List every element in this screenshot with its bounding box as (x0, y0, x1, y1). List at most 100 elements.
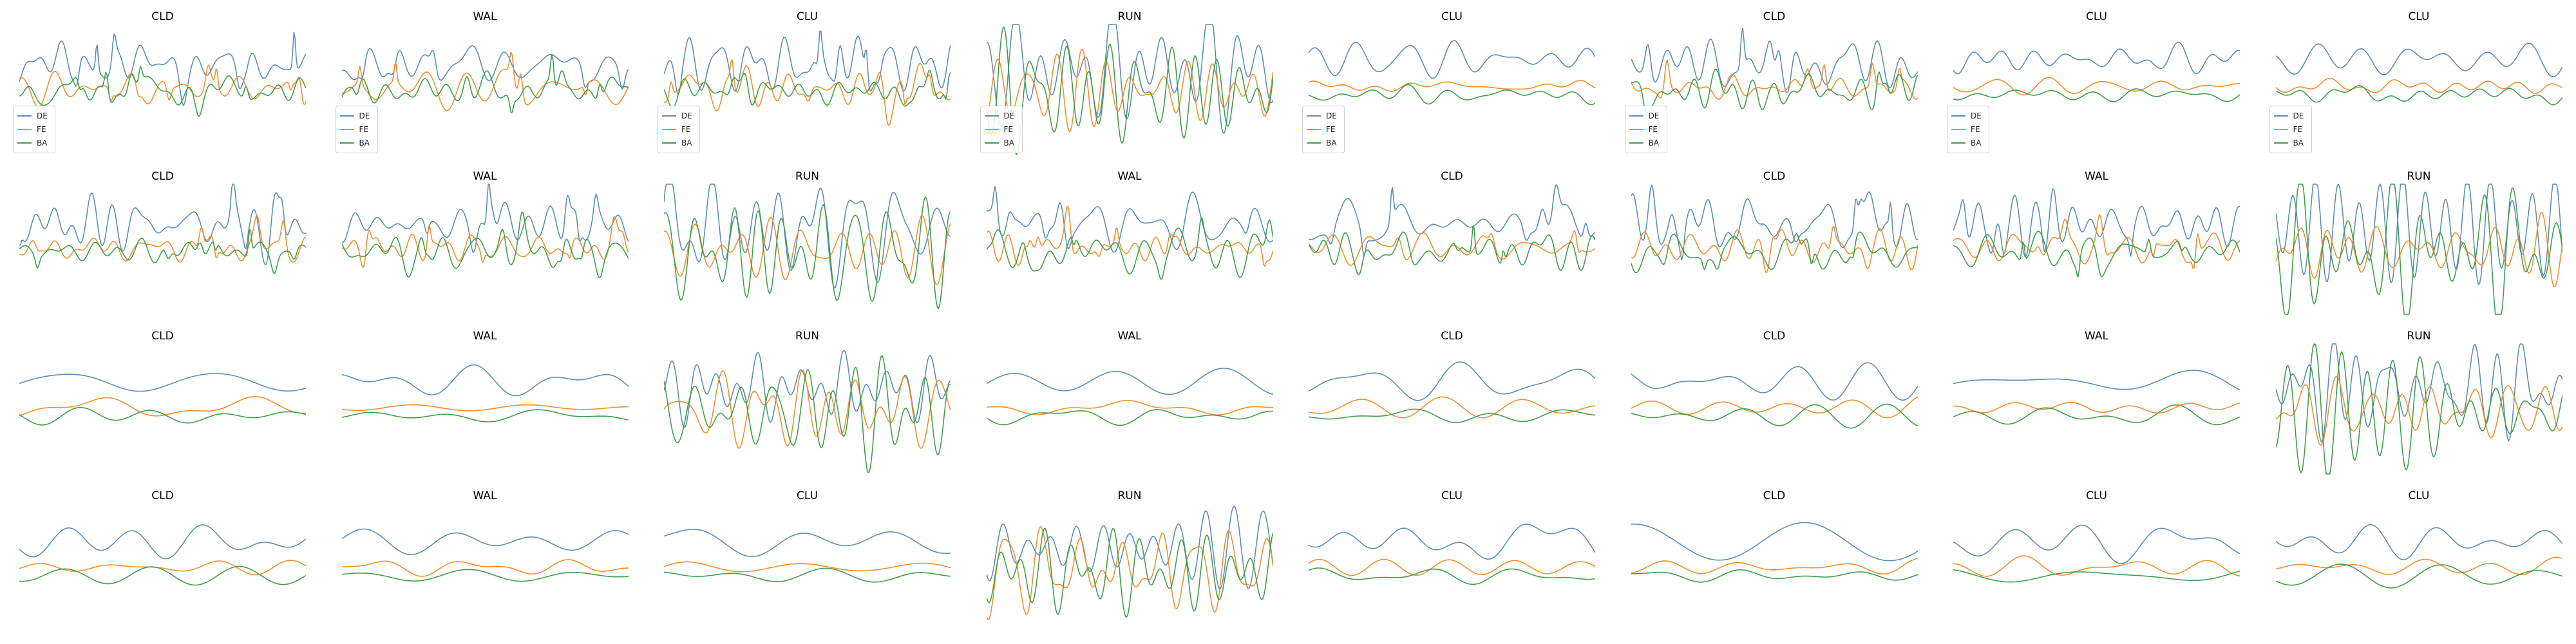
chart-panel: RUN DE FE BA (980, 8, 1273, 156)
panel-title: RUN (2407, 330, 2431, 343)
legend-swatch (662, 142, 676, 144)
legend-label: FE (2293, 125, 2302, 134)
legend: DE FE BA (658, 106, 700, 153)
chart-panel: CLD (19, 327, 306, 475)
series-line-fe (664, 369, 951, 449)
series-line-fe (1309, 396, 1595, 419)
legend: DE FE BA (1947, 106, 1989, 153)
series-line-fe (341, 404, 629, 412)
legend-label: BA (2293, 138, 2304, 147)
series-line-fe (341, 52, 629, 111)
series-line-de (1309, 361, 1595, 401)
series-line-de (1953, 188, 2240, 258)
panel-title: RUN (795, 170, 819, 183)
panel-title: WAL (1117, 170, 1142, 183)
panel-title: CLD (151, 489, 174, 502)
panel-plot (2275, 524, 2562, 589)
panel-plot (986, 368, 1273, 426)
series-line-de (1953, 370, 2240, 391)
series-line-de (1631, 184, 1918, 261)
chart-panel: WAL (341, 487, 629, 635)
legend-label: DE (1648, 111, 1660, 120)
series-line-fe (1309, 558, 1595, 576)
panel-plot (1309, 524, 1595, 585)
series-line-ba (1309, 225, 1595, 276)
series-line-ba (2275, 564, 2562, 589)
series-line-de (1631, 362, 1918, 401)
legend-label: FE (1326, 125, 1336, 134)
series-line-ba (664, 567, 951, 583)
chart-panel: CLU (1309, 487, 1595, 635)
legend-label: FE (37, 125, 46, 134)
series-line-ba (986, 217, 1273, 280)
panel-title: WAL (2085, 170, 2108, 183)
panel-plot (1631, 522, 1918, 583)
series-line-de (19, 524, 306, 560)
panel-title: RUN (1117, 10, 1142, 23)
panel-title: CLD (151, 10, 174, 23)
series-line-fe (1631, 558, 1918, 574)
series-line-ba (1953, 231, 2240, 278)
chart-panel: WAL (986, 167, 1273, 316)
series-line-ba (19, 65, 306, 117)
panel-plot (1631, 362, 1918, 429)
chart-panel: CLU (664, 487, 951, 635)
panel-title: CLD (1441, 330, 1463, 343)
legend-swatch (17, 115, 32, 117)
series-line-ba (664, 196, 951, 309)
chart-panel: RUN (664, 167, 951, 316)
panel-plot (1953, 41, 2240, 102)
series-line-fe (664, 59, 951, 126)
series-line-ba (2275, 184, 2562, 315)
series-line-de (1953, 41, 2240, 75)
legend-swatch (1307, 142, 1321, 144)
series-line-de (1309, 40, 1595, 79)
series-line-de (341, 528, 629, 555)
chart-panel: WAL (1953, 167, 2240, 316)
legend: DE FE BA (13, 106, 55, 153)
legend-label: FE (359, 125, 368, 134)
series-line-de (2275, 184, 2562, 285)
series-line-fe (986, 400, 1273, 416)
chart-panel: CLU DE FE BA (2269, 8, 2562, 156)
chart-panel: RUN (664, 327, 951, 475)
series-line-ba (341, 409, 629, 422)
panel-title: CLU (2408, 10, 2430, 23)
panel-plot (1953, 370, 2240, 426)
panel-title: CLU (1441, 489, 1463, 502)
series-line-ba (1309, 567, 1595, 585)
panel-title: CLU (2408, 489, 2430, 502)
panel-plot (986, 24, 1273, 155)
chart-panel: CLU (1953, 487, 2240, 635)
series-line-de (1631, 28, 1918, 94)
legend-swatch (339, 115, 354, 117)
series-line-fe (1953, 77, 2240, 96)
series-line-ba (986, 409, 1273, 426)
panel-plot (2275, 343, 2562, 475)
chart-panel: WAL (341, 327, 629, 475)
series-line-fe (1309, 230, 1595, 266)
legend-label: DE (1003, 111, 1015, 120)
series-line-fe (2275, 556, 2562, 575)
panel-title: CLU (2086, 10, 2107, 23)
series-line-fe (1631, 226, 1918, 273)
series-line-de (1631, 522, 1918, 562)
series-line-de (986, 368, 1273, 395)
panel-plot (2275, 43, 2562, 106)
legend-swatch (17, 129, 32, 130)
series-line-ba (1953, 88, 2240, 102)
panel-title: CLD (1763, 170, 1786, 183)
panel-title: CLU (1441, 10, 1463, 23)
panel-plot (1953, 524, 2240, 583)
legend-swatch (339, 129, 354, 130)
series-line-fe (19, 560, 306, 576)
series-line-de (19, 32, 306, 106)
chart-panel: CLD (1631, 167, 1918, 316)
legend-swatch (1629, 115, 1643, 117)
legend-swatch (1951, 142, 1965, 144)
series-line-de (664, 184, 951, 289)
chart-panel: CLU (2275, 487, 2562, 635)
panel-title: CLU (2086, 489, 2107, 502)
panel-title: CLD (1441, 170, 1463, 183)
